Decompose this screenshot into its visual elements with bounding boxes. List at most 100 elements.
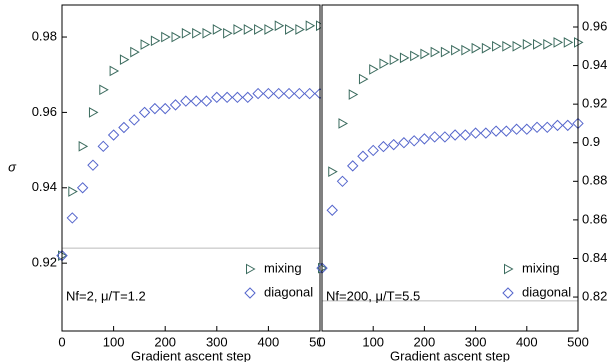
data-point (254, 24, 264, 35)
data-point (379, 58, 389, 69)
x-tick-label: 300 (206, 334, 228, 349)
data-point (211, 91, 223, 104)
data-point (480, 127, 492, 139)
data-point (439, 131, 451, 143)
legend-marker (502, 287, 514, 299)
annotation: Nf=2, μ/T=1.2 (66, 288, 146, 303)
data-point (221, 91, 233, 104)
data-point (410, 50, 420, 62)
data-point (150, 35, 161, 47)
data-point (242, 91, 254, 104)
data-point (87, 159, 99, 171)
data-point (387, 138, 400, 151)
data-point (562, 119, 574, 132)
data-point (399, 52, 410, 64)
data-point (107, 129, 120, 141)
data-point (169, 99, 182, 111)
data-point (358, 73, 369, 85)
data-point (469, 127, 482, 139)
data-point (192, 27, 202, 39)
data-point (389, 54, 400, 66)
data-point (471, 42, 482, 54)
data-point (459, 129, 472, 141)
data-point (97, 140, 109, 153)
x-tick-label: 100 (103, 334, 125, 349)
data-point (252, 87, 264, 100)
plot-frame (61, 4, 321, 332)
y-tick-label: 0.92 (32, 255, 57, 270)
plot-frame (321, 4, 579, 332)
x-axis-label: Gradient ascent step (131, 348, 251, 362)
data-point (357, 150, 369, 162)
data-point (377, 140, 390, 153)
data-point (553, 37, 564, 48)
x-tick-label: 100 (362, 334, 384, 349)
data-point (303, 87, 316, 100)
x-tick-label: 0 (58, 334, 65, 349)
data-point (149, 102, 161, 115)
x-tick-label: 0 (318, 334, 325, 349)
y-tick-label: 0.92 (582, 96, 607, 111)
data-point (420, 48, 430, 60)
data-point (181, 27, 192, 39)
data-point (274, 20, 285, 32)
data-point (128, 114, 140, 126)
legend-label: diagonal (522, 284, 571, 299)
data-point (190, 95, 202, 107)
x-axis-label: Gradient ascent step (390, 348, 510, 362)
data-point (531, 121, 543, 134)
x-tick-label: 400 (516, 334, 538, 349)
panel-background (321, 0, 615, 362)
data-point (262, 87, 275, 100)
data-point (521, 123, 533, 135)
y-tick-label: 0.94 (32, 179, 57, 194)
data-point (273, 87, 285, 100)
data-point (223, 27, 233, 39)
data-point (428, 131, 441, 143)
y-tick-label: 0.86 (582, 211, 607, 226)
y-tick-label: 0.96 (582, 18, 607, 33)
data-point (231, 91, 244, 104)
data-point (66, 212, 79, 224)
data-point (159, 102, 171, 115)
data-point (119, 54, 130, 66)
y-tick-label: 0.9 (582, 134, 600, 149)
data-point (430, 46, 441, 58)
data-point (440, 46, 451, 58)
data-point (449, 129, 461, 141)
data-point (295, 24, 305, 35)
data-point (212, 24, 223, 35)
data-point (481, 42, 492, 54)
data-point (563, 37, 574, 48)
y-tick-label: 0.84 (582, 250, 607, 265)
data-point (543, 38, 553, 50)
x-tick-label: 300 (465, 334, 487, 349)
data-point (451, 44, 461, 56)
data-point (338, 118, 348, 129)
data-point (398, 137, 410, 149)
data-point (348, 89, 359, 100)
data-point (490, 125, 502, 137)
data-point (233, 24, 243, 35)
data-point (283, 87, 295, 100)
data-point (326, 204, 338, 216)
data-point (551, 119, 564, 132)
data-point (492, 40, 502, 52)
legend-label: diagonal (264, 284, 313, 299)
y-tick-label: 0.94 (582, 57, 607, 72)
annotation: Nf=200, μ/T=5.5 (326, 288, 420, 303)
data-point (512, 40, 523, 52)
data-point (180, 95, 192, 107)
legend-label: mixing (522, 260, 560, 275)
data-point (264, 24, 274, 35)
data-point (285, 24, 295, 35)
data-point (522, 38, 533, 50)
data-point (328, 166, 338, 178)
data-point (418, 133, 431, 145)
data-point (502, 40, 512, 52)
data-point (130, 46, 140, 58)
data-point (367, 144, 379, 157)
data-point (408, 135, 420, 147)
data-point (68, 186, 78, 197)
